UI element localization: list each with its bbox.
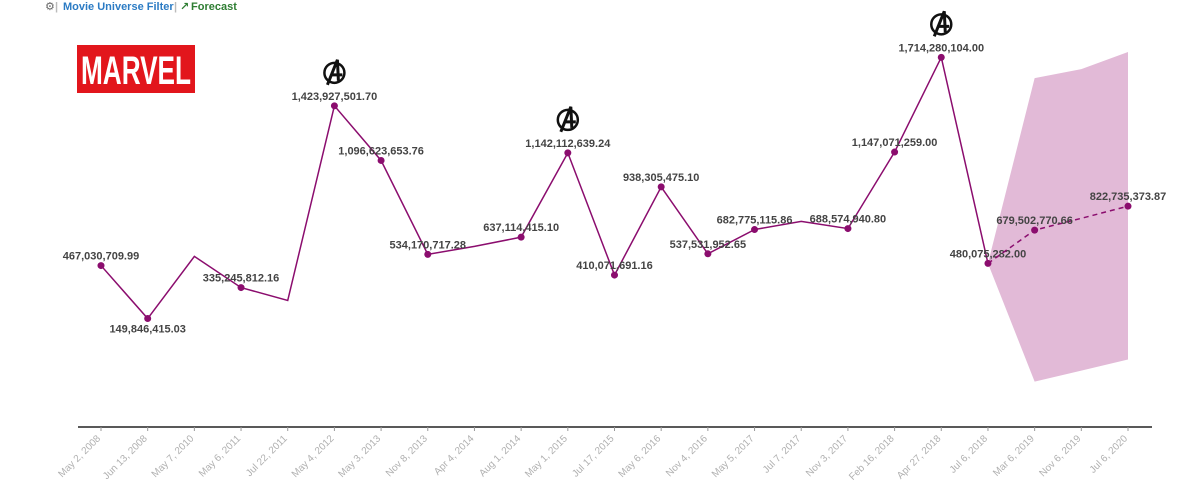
- data-label: 637,114,415.10: [483, 222, 559, 234]
- data-point: [611, 271, 618, 279]
- data-label: 480,075,282.00: [950, 248, 1026, 260]
- logo: MARVEL: [81, 49, 191, 93]
- x-tick-label: Jul 7, 2017: [761, 433, 804, 476]
- x-tick-label: May 5, 2017: [710, 433, 757, 480]
- data-point: [97, 262, 105, 270]
- data-point: [704, 250, 712, 258]
- x-tick-label: May 1, 2015: [523, 433, 570, 480]
- data-point: [891, 148, 899, 156]
- data-point: [1031, 226, 1039, 234]
- data-point: [657, 183, 665, 191]
- x-tick-label: May 3, 2013: [337, 433, 384, 480]
- data-label: 335,245,812.16: [203, 273, 279, 285]
- data-label: 467,030,709.99: [63, 251, 139, 263]
- avengers-icon: [559, 106, 576, 133]
- forecast-link[interactable]: Forecast: [191, 1, 237, 13]
- avengers-icon: [323, 61, 346, 85]
- data-label: 534,170,717.28: [390, 239, 466, 251]
- x-tick-label: Aug 1, 2014: [477, 433, 523, 479]
- data-label: 1,714,280,104.00: [898, 42, 984, 54]
- x-tick-label: Jul 22, 2011: [244, 433, 290, 479]
- x-tick-label: Feb 16, 2018: [847, 433, 897, 483]
- series-line: [100, 55, 989, 320]
- x-tick-label: Apr 27, 2018: [895, 433, 944, 482]
- data-point: [144, 315, 152, 323]
- data-point: [330, 102, 338, 110]
- x-tick-label: Jul 6, 2018: [948, 433, 991, 476]
- x-tick-label: May 2, 2008: [56, 433, 103, 480]
- forecast-icon: ↗: [180, 1, 189, 13]
- data-label: 410,071,691.16: [576, 260, 652, 272]
- data-label: 149,846,415.03: [109, 324, 185, 336]
- x-tick-label: May 6, 2011: [197, 433, 243, 479]
- data-point: [564, 149, 572, 157]
- avengers-icon: [930, 13, 953, 36]
- logo-box: [77, 45, 195, 93]
- data-label: 682,775,115.86: [717, 215, 793, 227]
- avengers-icon: [556, 108, 580, 132]
- forecast-band: [987, 52, 1128, 382]
- data-label: 537,531,952.65: [670, 239, 746, 251]
- data-point: [237, 284, 245, 292]
- avengers-icon: [326, 59, 343, 86]
- data-label: 1,147,071,259.00: [852, 137, 938, 149]
- data-point: [937, 53, 945, 61]
- separator: |: [174, 1, 177, 13]
- data-point: [424, 250, 432, 258]
- x-tick-label: Jul 17, 2015: [570, 433, 617, 480]
- data-label: 688,574,940.80: [810, 214, 886, 226]
- x-tick-label: May 7, 2010: [150, 433, 197, 480]
- header: ⚙ | Movie Universe Filter | ↗ Forecast: [45, 1, 237, 13]
- x-tick-label: Jun 13, 2008: [101, 433, 150, 482]
- filter-link[interactable]: Movie Universe Filter: [63, 1, 174, 13]
- x-tick-label: Jul 6, 2020: [1088, 433, 1131, 476]
- separator: |: [55, 1, 58, 13]
- data-label: 1,096,623,653.76: [338, 145, 424, 157]
- header-icon: ⚙: [45, 1, 55, 13]
- data-point: [1124, 202, 1132, 210]
- x-tick-label: May 6, 2016: [617, 433, 664, 480]
- data-label: 1,142,112,639.24: [525, 138, 611, 150]
- data-label: 938,305,475.10: [623, 172, 699, 184]
- data-label: 1,423,927,501.70: [292, 91, 378, 103]
- data-point: [751, 226, 759, 234]
- x-tick-label: Nov 8, 2013: [384, 433, 430, 479]
- x-tick-label: Nov 6, 2019: [1038, 433, 1084, 479]
- x-tick-label: Nov 4, 2016: [664, 433, 710, 479]
- data-label: 679,502,770.66: [996, 215, 1072, 227]
- x-tick-label: Apr 4, 2014: [432, 433, 477, 478]
- x-tick-label: May 4, 2012: [290, 433, 337, 480]
- x-tick-label: Nov 3, 2017: [804, 433, 850, 479]
- data-point: [377, 156, 385, 164]
- series-line: [987, 205, 1129, 264]
- data-point: [517, 233, 525, 241]
- data-label: 822,735,373.87: [1090, 191, 1166, 203]
- data-point: [844, 225, 852, 233]
- x-tick-label: Mar 6, 2019: [991, 433, 1037, 479]
- avengers-icon: [932, 10, 950, 37]
